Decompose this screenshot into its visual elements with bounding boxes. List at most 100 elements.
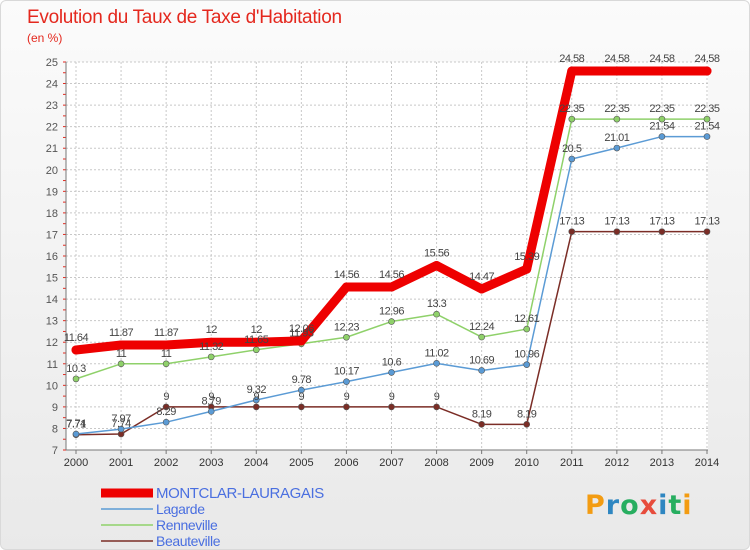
data-point [71,345,81,355]
data-label: 8.29 [156,406,176,418]
data-label: 9 [434,391,440,403]
data-label: 12 [251,324,263,336]
data-point [252,403,260,411]
data-point [703,115,711,123]
x-tick-label: 2014 [695,457,719,469]
data-label: 21.54 [694,121,719,133]
data-point [433,310,440,318]
data-point [388,403,395,411]
data-label: 11.64 [64,332,89,344]
data-point [522,264,532,274]
data-point [296,336,306,346]
data-point [613,228,621,235]
data-point [523,421,531,428]
data-label: 9 [299,391,305,403]
data-point [116,340,126,350]
legend-label: Lagarde [156,501,205,517]
data-label: 12.96 [379,306,404,318]
data-label: 9 [389,391,395,403]
legend-label: Renneville [156,517,218,533]
data-label: 14.56 [379,269,404,281]
x-tick-label: 2001 [109,457,133,469]
data-point [703,133,711,140]
data-label: 17.13 [604,216,629,228]
data-point [478,333,485,341]
data-label: 24.58 [559,53,584,65]
data-point [433,403,440,411]
data-point [658,228,666,235]
data-point [343,403,350,411]
legend-label: Beauteville [156,533,221,549]
data-label: 9.78 [292,374,312,386]
legend-label: MONTCLAR-LAURAGAIS [156,485,324,502]
data-point [252,396,260,404]
data-point [477,284,487,294]
y-tick-label: 23 [46,100,58,112]
x-tick-label: 2011 [560,457,584,469]
data-point [72,430,80,438]
data-point [658,133,666,140]
data-point [478,421,485,428]
chart-title: Evolution du Taux de Taxe d'Habitation [27,7,342,28]
x-tick-label: 2009 [469,457,493,469]
data-label: 17.13 [694,216,719,228]
data-point [478,367,485,374]
logo-letter: i [682,490,693,521]
y-tick-label: 19 [46,186,58,198]
data-point [568,115,576,123]
data-point [343,333,350,341]
y-tick-label: 8 [52,423,58,435]
data-label: 14.56 [334,269,359,281]
data-point [613,144,621,152]
data-label: 20.5 [562,143,582,155]
data-label: 9 [163,391,169,403]
data-label: 17.13 [649,216,674,228]
data-label: 11.65 [244,334,269,346]
y-tick-label: 22 [46,122,58,134]
data-label: 12.61 [514,313,539,325]
data-label: 9.32 [247,384,267,396]
y-tick-label: 13 [46,316,58,328]
x-tick-label: 2007 [379,457,403,469]
data-point [207,353,215,361]
x-tick-label: 2000 [64,457,88,469]
data-point [433,360,440,367]
data-label: 8.19 [517,408,537,420]
data-label: 11.32 [199,341,224,353]
y-tick-label: 7 [52,445,58,457]
data-label: 9 [344,391,350,403]
data-point [117,360,125,368]
y-tick-label: 16 [46,251,58,263]
y-tick-label: 21 [46,143,58,155]
data-label: 24.58 [649,53,674,65]
data-label: 8.19 [472,408,492,420]
data-label: 7.71 [66,419,86,431]
data-point [117,425,125,433]
data-point [207,408,215,415]
data-label: 11.02 [424,347,449,359]
y-tick-label: 24 [46,79,58,91]
data-label: 8.79 [202,395,222,407]
data-point [388,369,395,376]
data-label: 10.3 [66,363,86,375]
proxiti-logo: Proxiti [585,490,693,521]
data-label: 24.58 [604,53,629,65]
data-label: 22.35 [694,103,719,115]
data-label: 12 [206,324,218,336]
data-label: 12.06 [289,323,314,335]
data-label: 21.54 [649,121,674,133]
data-label: 22.35 [649,103,674,115]
data-label: 12.23 [334,321,359,333]
data-point [568,228,576,235]
data-point [343,378,350,385]
data-point [161,340,171,350]
data-label: 17.13 [559,216,584,228]
data-point [388,318,395,325]
data-point [252,346,260,354]
data-point [523,325,531,333]
data-point [387,282,396,292]
data-label: 11 [161,348,172,360]
data-point [612,66,622,76]
data-point [298,386,305,394]
data-point [162,418,170,426]
